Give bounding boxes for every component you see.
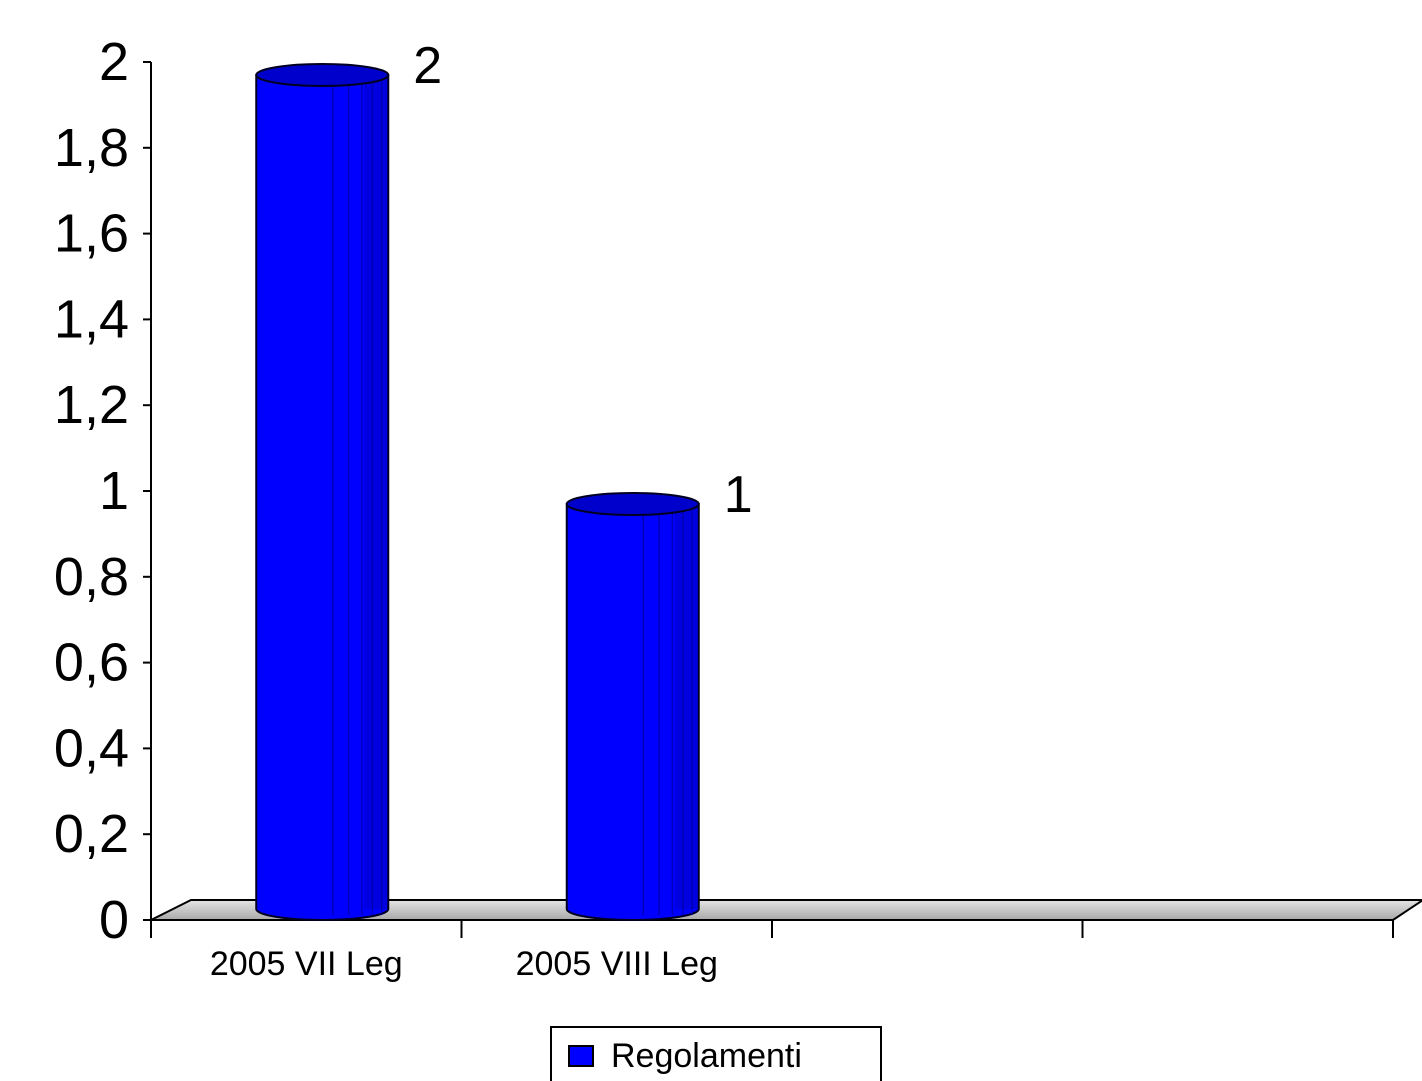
y-tick-label: 2 xyxy=(99,32,129,92)
bar-shade xyxy=(674,504,698,909)
bar-top xyxy=(255,63,390,87)
y-tick-label: 0,8 xyxy=(54,547,129,607)
y-tick-label: 1,6 xyxy=(54,204,129,264)
bar-body xyxy=(255,74,390,921)
y-tick-label: 1,4 xyxy=(54,289,129,349)
bar xyxy=(255,63,390,921)
bar xyxy=(565,492,700,921)
legend: Regolamenti xyxy=(550,1026,882,1081)
y-tick-label: 0,4 xyxy=(54,718,129,778)
x-category-label: 2005 VIII Leg xyxy=(516,945,718,983)
bar-shade xyxy=(364,75,388,909)
data-label: 1 xyxy=(724,466,753,524)
y-tick-label: 0 xyxy=(99,890,129,950)
y-tick-label: 1,8 xyxy=(54,118,129,178)
y-tick-label: 1,2 xyxy=(54,375,129,435)
x-category-label: 2005 VII Leg xyxy=(210,945,403,983)
bar-body xyxy=(565,503,700,921)
bar-top xyxy=(565,492,700,516)
legend-label: Regolamenti xyxy=(611,1037,802,1075)
y-tick-label: 1 xyxy=(99,461,129,521)
y-tick-label: 0,2 xyxy=(54,804,129,864)
legend-swatch xyxy=(568,1045,594,1067)
data-label: 2 xyxy=(413,37,442,95)
y-tick-label: 0,6 xyxy=(54,633,129,693)
legend-box xyxy=(550,1026,882,1081)
